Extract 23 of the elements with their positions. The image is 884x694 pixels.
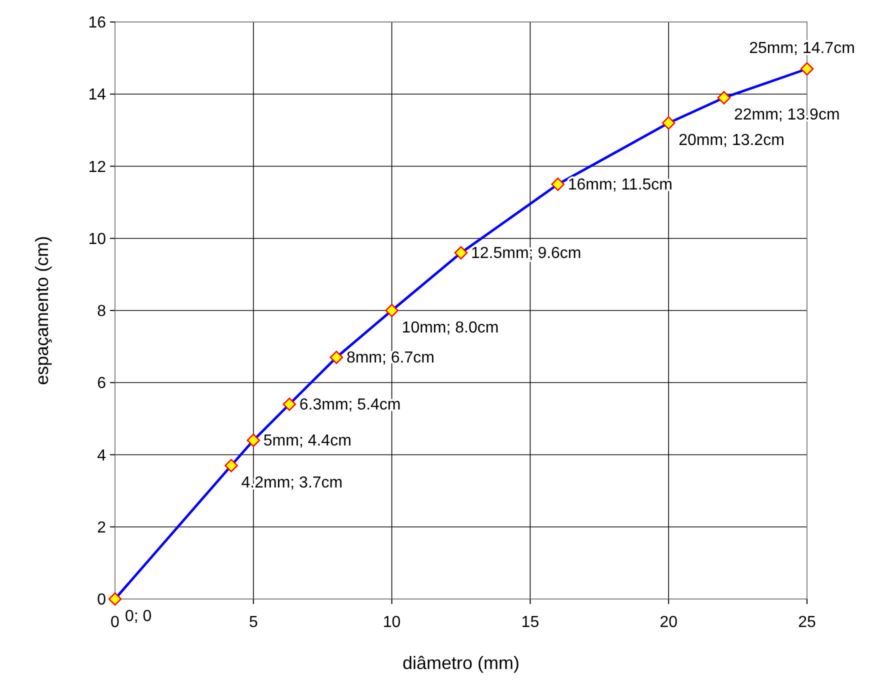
y-tick-label: 0: [97, 592, 106, 609]
x-tick-label: 5: [248, 614, 258, 631]
x-axis-title: diâmetro (mm): [402, 653, 520, 673]
y-tick-label: 8: [97, 303, 106, 320]
annotation: 10mm; 8.0cm: [402, 320, 499, 336]
annotation: 25mm; 14.7cm: [749, 40, 855, 57]
y-tick-label: 2: [97, 519, 106, 536]
y-tick-label: 12: [88, 158, 106, 176]
annotation: 0; 0: [125, 608, 152, 625]
x-tick-label: 10: [382, 614, 401, 631]
annotation: 20mm; 13.2cm: [678, 132, 784, 149]
y-tick-label: 6: [97, 375, 106, 392]
x-tick-label: 25: [798, 614, 816, 631]
y-tick-label: 16: [88, 14, 106, 32]
y-tick-label: 14: [88, 86, 106, 104]
annotation: 22mm; 13.9cm: [734, 106, 840, 124]
x-tick-label: 20: [660, 614, 678, 631]
x-tick-label: 0: [110, 614, 120, 631]
x-tick-label: 15: [521, 614, 540, 631]
y-axis-title: espaçamento (cm): [32, 236, 52, 386]
annotation: 5mm; 4.4cm: [263, 432, 352, 450]
y-tick-label: 10: [88, 230, 106, 248]
y-tick-label: 4: [97, 447, 106, 464]
